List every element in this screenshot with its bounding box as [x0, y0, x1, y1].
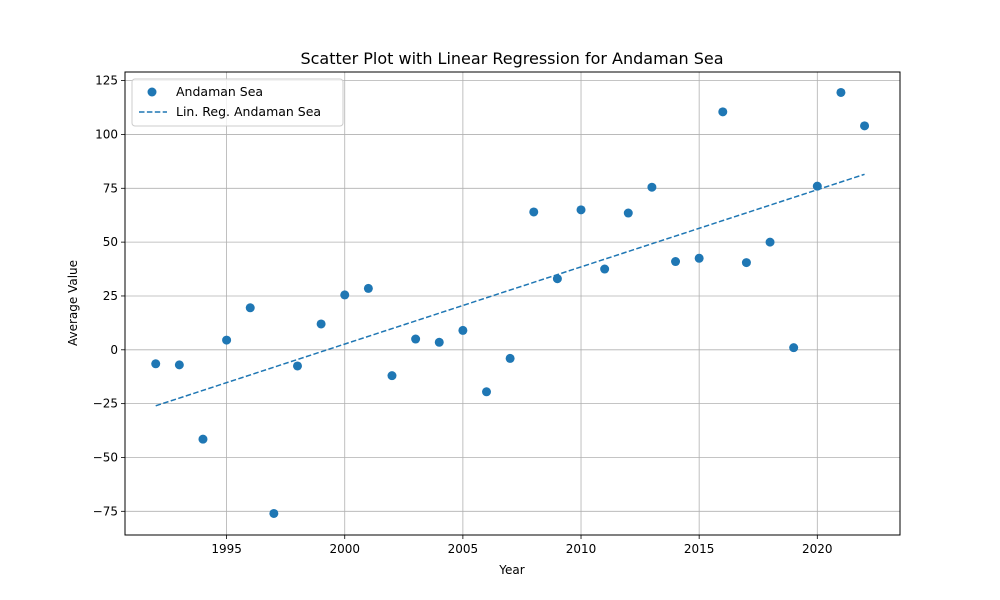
legend-box: [131, 78, 344, 127]
axis-ticks: 1995 2000 2005 2010 2015 2020 −75 −50 −25 0 25 50 75…: [93, 74, 833, 556]
scatter-point: [789, 343, 799, 353]
x-tick-label: 1995: [211, 542, 242, 556]
x-axis-label: Year: [498, 563, 524, 577]
scatter-point: [812, 181, 822, 191]
scatter-point: [836, 87, 846, 97]
x-tick-label: 2015: [684, 542, 715, 556]
y-tick-label: −75: [93, 504, 118, 518]
regression-line-segment: [155, 173, 865, 407]
y-tick-label: −25: [93, 397, 118, 411]
y-axis-label: Average Value: [66, 260, 80, 346]
scatter-point: [316, 319, 326, 329]
scatter-point: [505, 353, 515, 363]
scatter-point: [458, 325, 468, 335]
scatter-point: [647, 182, 657, 192]
scatter-point: [363, 283, 373, 293]
scatter-point: [529, 207, 539, 217]
scatter-point: [245, 303, 255, 313]
y-tick-label: −50: [93, 450, 118, 464]
x-tick-label: 2000: [329, 542, 360, 556]
scatter-point: [174, 360, 184, 370]
plot-frame: [124, 71, 901, 536]
scatter-point: [623, 208, 633, 218]
scatter-points: [151, 87, 870, 518]
x-tick-label: 2010: [566, 542, 597, 556]
regression-line: [155, 173, 865, 407]
scatter-point: [741, 258, 751, 268]
scatter-point: [434, 337, 444, 347]
scatter-point: [340, 290, 350, 300]
scatter-point: [694, 253, 704, 263]
x-tick-label: 2005: [448, 542, 479, 556]
scatter-point: [671, 257, 681, 267]
scatter-point: [292, 361, 302, 371]
scatter-point: [552, 274, 562, 284]
y-tick-label: 0: [110, 343, 118, 357]
y-tick-label: 125: [95, 74, 118, 88]
scatter-point: [411, 334, 421, 344]
x-tick-label: 2020: [802, 542, 833, 556]
scatter-point: [718, 107, 728, 117]
legend: Andaman Sea Lin. Reg. Andaman Sea: [131, 78, 344, 127]
scatter-point: [765, 237, 775, 247]
y-tick-label: 100: [95, 127, 118, 141]
legend-label-scatter: Andaman Sea: [176, 84, 263, 99]
legend-scatter-marker: [147, 87, 157, 97]
scatter-point: [269, 508, 279, 518]
scatter-point: [198, 434, 208, 444]
scatter-point: [222, 335, 232, 345]
scatter-point: [860, 121, 870, 131]
scatter-point: [600, 264, 610, 274]
y-tick-label: 25: [103, 289, 118, 303]
scatter-point: [387, 371, 397, 381]
y-tick-label: 75: [103, 181, 118, 195]
grid: [125, 72, 900, 535]
scatter-point: [576, 205, 586, 215]
legend-label-regression: Lin. Reg. Andaman Sea: [176, 104, 321, 119]
scatter-point: [151, 359, 161, 369]
y-tick-label: 50: [103, 235, 118, 249]
scatter-point: [482, 387, 492, 397]
chart-title: Scatter Plot with Linear Regression for …: [300, 49, 723, 68]
